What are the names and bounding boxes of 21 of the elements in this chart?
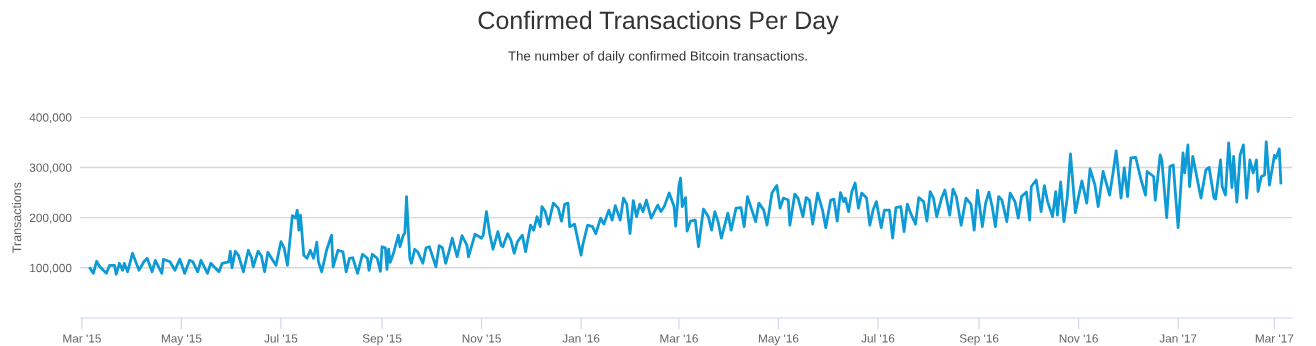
x-tick-label: Sep '15 [362,334,402,345]
x-tick-label: Jan '16 [562,334,600,343]
x-tick-label: Mar '17 [1255,334,1294,343]
x-tick-label: Jul '15 [264,333,298,343]
chart-subtitle: The number of daily confirmed Bitcoin transactions. [508,50,807,64]
x-tick-label: Sep '16 [959,334,999,345]
x-tick-label: Jul '16 [861,333,895,343]
x-tick-label: Mar '16 [660,334,698,343]
x-tick-label: May '15 [161,334,202,345]
x-tick-label: May '16 [758,334,799,345]
y-tick-label: 300,000 [29,163,72,174]
x-tick-label: Jan '17 [1159,334,1197,343]
x-tick-label: Nov '15 [462,334,501,343]
y-tick-label: 200,000 [29,213,72,224]
y-axis-title: Transactions [12,182,22,253]
y-tick-label: 100,000 [30,263,72,274]
chart-title: Confirmed Transactions Per Day [478,10,839,35]
line-series [88,140,1283,276]
y-tick-label: 400,000 [29,113,72,124]
x-tick-label: Mar '15 [63,334,101,343]
x-tick-label: Nov '16 [1059,334,1098,343]
